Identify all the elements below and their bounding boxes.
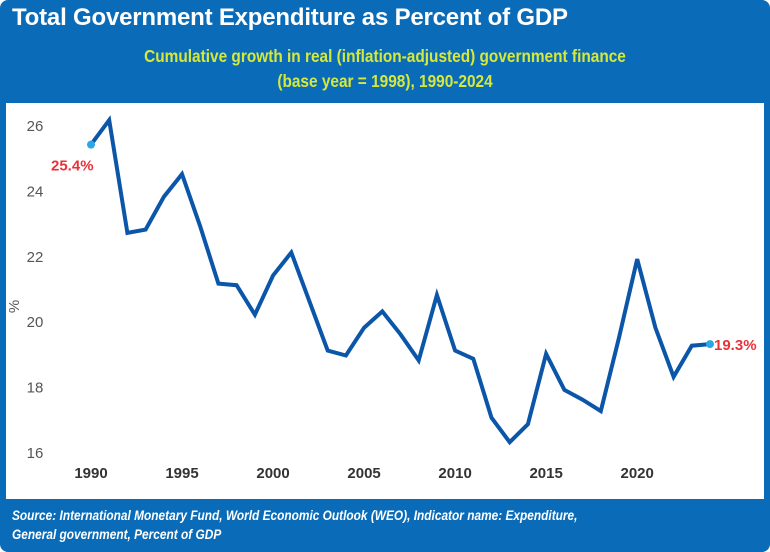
end-point-marker (706, 340, 714, 349)
end-value-label: 19.3% (714, 337, 757, 354)
y-tick-label: 18 (27, 380, 44, 397)
x-tick-label: 1995 (165, 465, 198, 482)
x-tick-label: 2010 (438, 465, 471, 482)
x-tick-label: 2020 (620, 465, 653, 482)
y-tick-label: 16 (27, 445, 44, 462)
y-axis: 16 18 20 22 24 26 (27, 118, 44, 462)
x-tick-label: 2005 (347, 465, 380, 482)
y-tick-label: 24 (27, 183, 44, 200)
series-line (89, 115, 712, 446)
y-tick-label: 22 (27, 249, 44, 266)
chart-title: Total Government Expenditure as Percent … (12, 4, 568, 31)
source-note: Source: International Monetary Fund, Wor… (12, 506, 577, 544)
plot-area (6, 103, 764, 499)
source-line-1: Source: International Monetary Fund, Wor… (12, 508, 578, 523)
start-point-marker (87, 140, 95, 149)
series-layer (89, 115, 712, 446)
chart-subtitle: Cumulative growth in real (inflation-adj… (46, 44, 724, 94)
x-tick-label: 1990 (74, 465, 107, 482)
source-line-2: General government, Percent of GDP (12, 527, 222, 542)
start-value-label: 25.4% (51, 158, 94, 175)
y-tick-label: 26 (27, 118, 44, 135)
subtitle-line-1: Cumulative growth in real (inflation-adj… (144, 46, 626, 66)
x-tick-label: 2000 (256, 465, 289, 482)
x-tick-label: 2015 (529, 465, 562, 482)
y-axis-label: % (6, 300, 23, 313)
y-tick-label: 20 (27, 314, 44, 331)
subtitle-line-2: (base year = 1998), 1990-2024 (277, 71, 493, 91)
x-axis: 1990 1995 2000 2005 2010 2015 2020 (74, 465, 654, 482)
annotations-layer: 25.4% 19.3% (51, 140, 757, 354)
